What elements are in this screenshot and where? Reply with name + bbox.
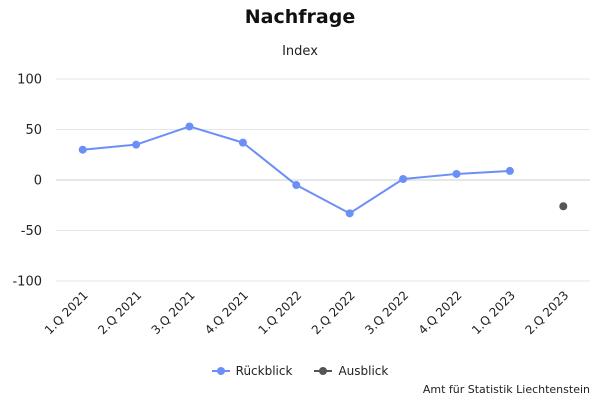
source-credit: Amt für Statistik Liechtenstein: [422, 383, 590, 396]
x-tick-label: 3.Q 2021: [149, 288, 198, 337]
x-tick-label: 4.Q 2021: [202, 288, 251, 337]
data-point: [399, 174, 408, 183]
y-tick-label: 0: [34, 174, 42, 189]
legend-item-rueckblick[interactable]: Rückblick: [211, 364, 293, 378]
legend: Rückblick Ausblick: [0, 364, 600, 378]
chart-title: Nachfrage: [244, 6, 356, 28]
y-tick-label: 100: [17, 73, 42, 88]
x-tick-label: 4.Q 2022: [416, 288, 465, 337]
data-point: [78, 145, 87, 154]
data-point: [132, 140, 141, 149]
x-tick-label: 1.Q 2023: [469, 288, 518, 337]
data-point: [505, 166, 514, 175]
legend-swatch-ausblick: [314, 366, 333, 376]
data-point: [238, 138, 247, 147]
x-tick-label: 3.Q 2022: [362, 288, 411, 337]
legend-swatch-rueckblick: [211, 366, 230, 376]
data-point: [452, 169, 461, 178]
data-point: [345, 209, 354, 218]
legend-label-ausblick: Ausblick: [338, 364, 389, 378]
y-tick-label: 50: [25, 123, 42, 138]
y-tick-label: -50: [21, 224, 42, 239]
x-tick-label: 2.Q 2023: [522, 288, 571, 337]
x-tick-label: 2.Q 2022: [309, 288, 358, 337]
legend-label-rueckblick: Rückblick: [235, 364, 293, 378]
x-tick-label: 2.Q 2021: [95, 288, 144, 337]
y-tick-label: -100: [12, 275, 42, 290]
data-point: [559, 202, 568, 211]
x-tick-label: 1.Q 2022: [255, 288, 304, 337]
legend-item-ausblick[interactable]: Ausblick: [314, 364, 388, 378]
x-tick-label: 1.Q 2021: [42, 288, 91, 337]
data-point: [292, 181, 301, 190]
series-line-0: [82, 125, 510, 215]
data-point: [185, 122, 194, 131]
chart-subtitle: Index: [282, 44, 318, 59]
